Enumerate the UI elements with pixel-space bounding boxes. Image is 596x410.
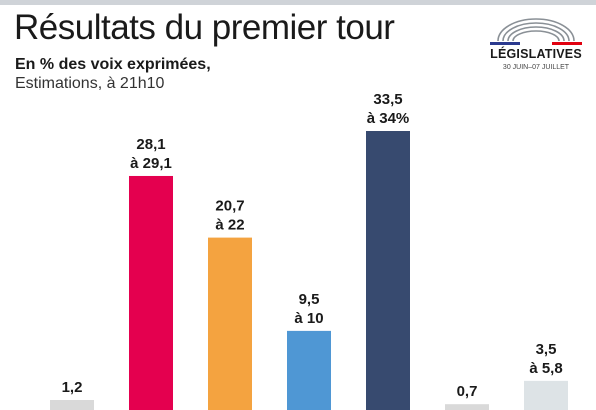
bar-4-label-1: 9,5 [299, 291, 320, 308]
bar-1-label-1: 1,2 [62, 379, 83, 396]
chart-title: Résultats du premier tour [14, 8, 395, 47]
bar-3 [208, 237, 252, 410]
legislatives-logo: LÉGISLATIVES 30 JUIN–07 JUILLET [486, 12, 586, 86]
bar-3-label-1: 20,7 [215, 198, 244, 215]
bar-7-label-2: à 5,8 [529, 360, 562, 377]
bar-6-label-1: 0,7 [457, 383, 478, 400]
bar-2-label-2: à 29,1 [130, 155, 172, 172]
bar-4 [287, 330, 331, 410]
bar-4-label-2: à 10 [294, 310, 323, 327]
hemicycle-icon [490, 18, 582, 45]
bar-7 [524, 380, 568, 410]
bar-2 [129, 175, 173, 410]
chart-subtitle: En % des voix exprimées, [15, 56, 211, 73]
bar-5 [366, 131, 410, 410]
bar-5-label-2: à 34% [367, 110, 410, 127]
logo-name: LÉGISLATIVES [490, 47, 582, 61]
bar-2-label-1: 28,1 [136, 136, 165, 153]
bar-6 [445, 404, 489, 410]
bar-7-label-1: 3,5 [536, 341, 557, 358]
bar-1 [50, 400, 94, 410]
bar-5-label-1: 33,5 [373, 91, 402, 108]
estimation-note: Estimations, à 21h10 [15, 75, 165, 92]
bar-3-label-2: à 22 [215, 217, 244, 234]
logo-dates: 30 JUIN–07 JUILLET [502, 64, 570, 71]
top-rule [0, 0, 596, 5]
